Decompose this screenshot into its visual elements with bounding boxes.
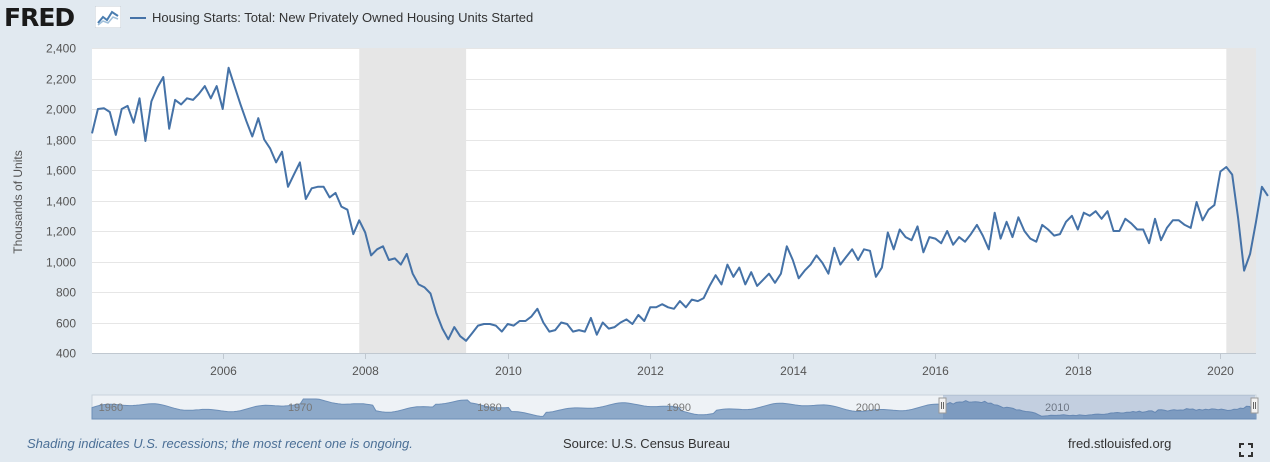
x-tick-label: 2012 [637,364,664,378]
navigator-right-handle[interactable] [1250,397,1259,414]
y-tick-label: 1,600 [46,164,76,178]
x-tick-label: 2006 [210,364,237,378]
recession-band [359,48,467,353]
y-tick-label: 800 [56,286,76,300]
legend-series-label[interactable]: Housing Starts: Total: New Privately Own… [152,10,534,25]
x-tick-label: 2020 [1207,364,1234,378]
x-tick-label: 2010 [495,364,522,378]
navigator-year-label: 2000 [856,402,880,414]
y-tick-label: 2,200 [46,73,76,87]
recession-shading-note[interactable]: Shading indicates U.S. recessions; the m… [27,436,413,451]
site-url[interactable]: fred.stlouisfed.org [1068,436,1172,451]
recession-shading [359,48,1256,353]
navigator-year-labels: 1960 1970 1980 1990 2000 2010 [99,402,1070,414]
source-text: Source: U.S. Census Bureau [563,436,730,451]
fred-line-chart-icon [95,6,121,28]
navigator-year-label: 1980 [477,402,501,414]
y-tick-label: 1,800 [46,134,76,148]
chart-header: FRED Housing Starts: Total: New Privatel… [0,0,1270,36]
y-tick-label: 2,400 [46,42,76,56]
x-tick-label: 2016 [922,364,949,378]
y-tick-label: 1,400 [46,195,76,209]
x-tick-label: 2014 [780,364,807,378]
x-tick-label: 2018 [1065,364,1092,378]
legend-swatch [130,17,146,19]
y-tick-label: 1,000 [46,256,76,270]
navigator-year-label: 1960 [99,402,123,414]
navigator-year-label: 2010 [1045,402,1069,414]
x-axis-ticks: 2006 2008 2010 2012 2014 2016 2018 2020 [210,353,1234,378]
navigator-year-label: 1970 [288,402,312,414]
recession-band [1226,48,1256,353]
chart-area[interactable]: 400 600 800 1,000 1,200 1,400 1,600 1,800 2,000 2… [0,36,1270,430]
navigator-left-handle[interactable] [938,397,947,414]
range-navigator[interactable]: 1960 1970 1980 1990 2000 2010 [91,394,1259,420]
fullscreen-expand-icon[interactable] [1239,443,1253,457]
y-axis-title: Thousands of Units [11,150,25,253]
navigator-year-label: 1990 [666,402,690,414]
y-axis-ticks: 400 600 800 1,000 1,200 1,400 1,600 1,800 2,000 2… [46,42,76,361]
fred-logo[interactable]: FRED [4,3,75,32]
navigator-series-area [91,398,1257,420]
y-tick-label: 1,200 [46,225,76,239]
plot-background [92,48,1256,353]
y-tick-label: 2,000 [46,103,76,117]
x-tick-label: 2008 [352,364,379,378]
navigator-selected-range[interactable] [943,395,1255,419]
housing-starts-series-line[interactable] [91,66,1269,342]
y-tick-label: 600 [56,317,76,331]
y-tick-label: 400 [56,347,76,361]
